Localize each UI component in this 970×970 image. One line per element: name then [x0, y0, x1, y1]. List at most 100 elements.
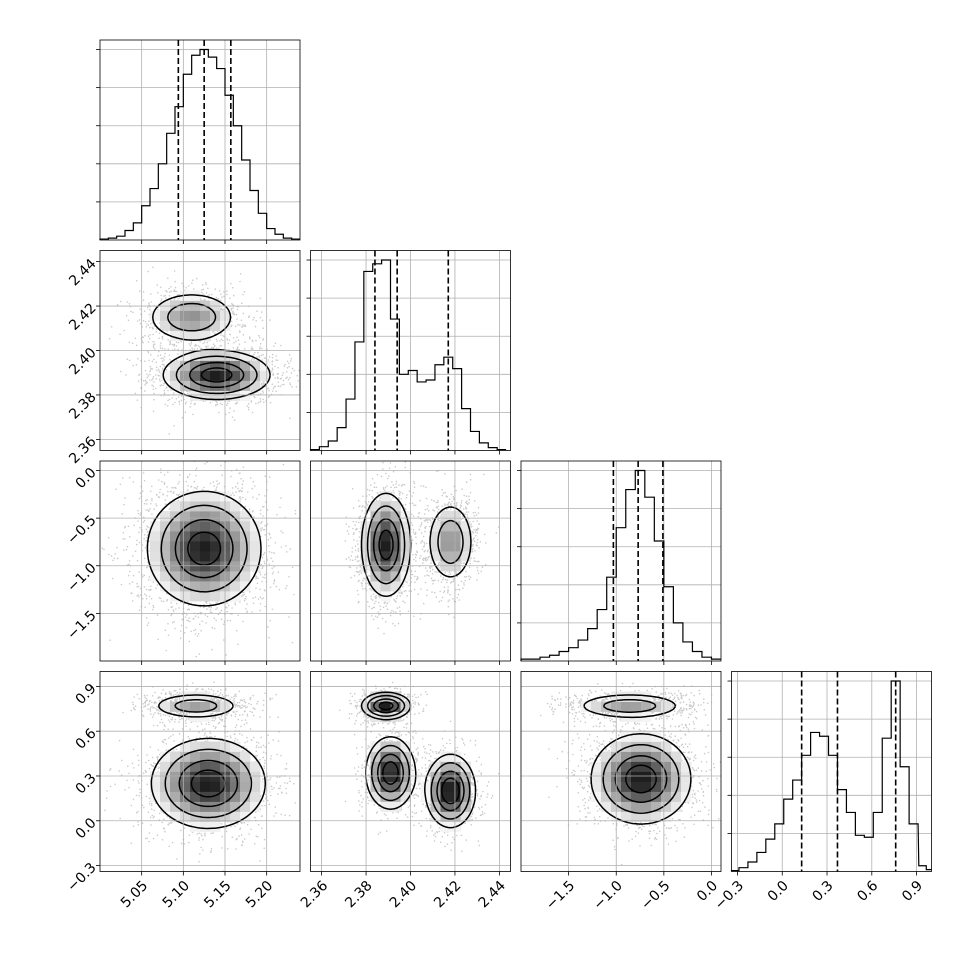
density-cell	[180, 330, 191, 341]
x-tick-label: 5.15	[201, 878, 234, 911]
density-cell	[190, 581, 201, 592]
density-cell	[370, 531, 381, 542]
density-cell	[210, 541, 221, 552]
y-tick-label: 0.9	[73, 681, 100, 708]
density-cell	[631, 741, 642, 752]
density-panel-1-2	[310, 460, 511, 662]
x-tick-label: 2.38	[342, 878, 375, 911]
density-cell	[460, 521, 471, 532]
density-cell	[641, 771, 652, 782]
density-cell	[450, 771, 461, 782]
density-cell	[170, 380, 181, 391]
density-cell	[390, 771, 401, 782]
density-cell	[450, 761, 461, 772]
density-cell	[370, 521, 381, 532]
density-cell	[460, 791, 471, 802]
density-cell	[190, 771, 201, 782]
y-tick-label: −0.5	[64, 512, 99, 547]
density-cell	[170, 791, 181, 802]
density-cell	[370, 741, 381, 752]
panel-bg	[521, 461, 721, 661]
density-cell	[661, 761, 672, 772]
density-cell	[460, 541, 471, 552]
density-cell	[370, 761, 381, 772]
density-cell	[380, 791, 391, 802]
density-cell	[180, 751, 191, 762]
density-cell	[400, 551, 411, 562]
density-cell	[180, 551, 191, 562]
density-cell	[621, 701, 632, 712]
density-cell	[240, 370, 251, 381]
density-cell	[631, 691, 642, 702]
hist-panel-3	[727, 671, 932, 872]
density-cell	[240, 581, 251, 592]
density-cell	[250, 531, 261, 542]
density-cell	[230, 370, 241, 381]
density-cell	[200, 310, 211, 321]
density-cell	[641, 791, 652, 802]
density-cell	[380, 801, 391, 812]
y-tick-label: 0.0	[73, 465, 100, 492]
density-cell	[170, 811, 181, 822]
density-cell	[641, 701, 652, 712]
density-cell	[380, 511, 391, 522]
density-cell	[390, 711, 401, 722]
density-cell	[450, 531, 461, 542]
density-cell	[160, 791, 171, 802]
density-cell	[190, 811, 201, 822]
density-cell	[200, 581, 211, 592]
contour-line	[200, 367, 233, 383]
density-cell	[621, 731, 632, 742]
density-cell	[160, 370, 171, 381]
density-cell	[200, 320, 211, 331]
density-cell	[380, 691, 391, 702]
density-cell	[170, 501, 181, 512]
density-cell	[631, 801, 642, 812]
x-tick-label: 2.42	[431, 878, 464, 911]
y-tick-label: −1.5	[64, 608, 99, 643]
density-cell	[250, 761, 261, 772]
density-cell	[180, 741, 191, 752]
density-cell	[160, 320, 171, 331]
density-cell	[430, 761, 441, 772]
density-cell	[200, 390, 211, 401]
panel-bg	[731, 671, 932, 872]
density-cell	[170, 751, 181, 762]
density-cell	[370, 581, 381, 592]
density-cell	[440, 781, 451, 792]
density-cell	[170, 591, 181, 602]
density-cell	[190, 511, 201, 522]
density-cell	[621, 741, 632, 752]
density-cell	[190, 521, 201, 532]
density-cell	[190, 781, 201, 792]
density-cell	[170, 531, 181, 542]
density-cell	[370, 541, 381, 552]
density-cell	[240, 811, 251, 822]
density-cell	[641, 691, 652, 702]
hist-panel-0	[96, 39, 301, 241]
density-cell	[170, 330, 181, 341]
density-cell	[180, 531, 191, 542]
density-panel-0-1	[99, 250, 301, 451]
density-cell	[380, 531, 391, 542]
density-cell	[170, 761, 181, 772]
density-cell	[440, 771, 451, 782]
density-cell	[621, 811, 632, 822]
density-cell	[190, 541, 201, 552]
density-cell	[150, 791, 161, 802]
y-tick-label: 2.38	[66, 389, 99, 422]
density-cell	[240, 350, 251, 361]
density-cell	[641, 741, 652, 752]
density-cell	[440, 561, 451, 572]
density-cell	[200, 821, 211, 832]
density-cell	[190, 591, 201, 602]
x-tick-label: 2.36	[298, 878, 331, 911]
contour-line	[146, 490, 262, 607]
density-cell	[190, 330, 201, 341]
density-cell	[400, 561, 411, 572]
y-tick-label: 2.40	[66, 345, 99, 378]
density-cell	[210, 521, 221, 532]
density-cell	[150, 531, 161, 542]
density-cell	[200, 521, 211, 532]
density-cell	[450, 751, 461, 762]
